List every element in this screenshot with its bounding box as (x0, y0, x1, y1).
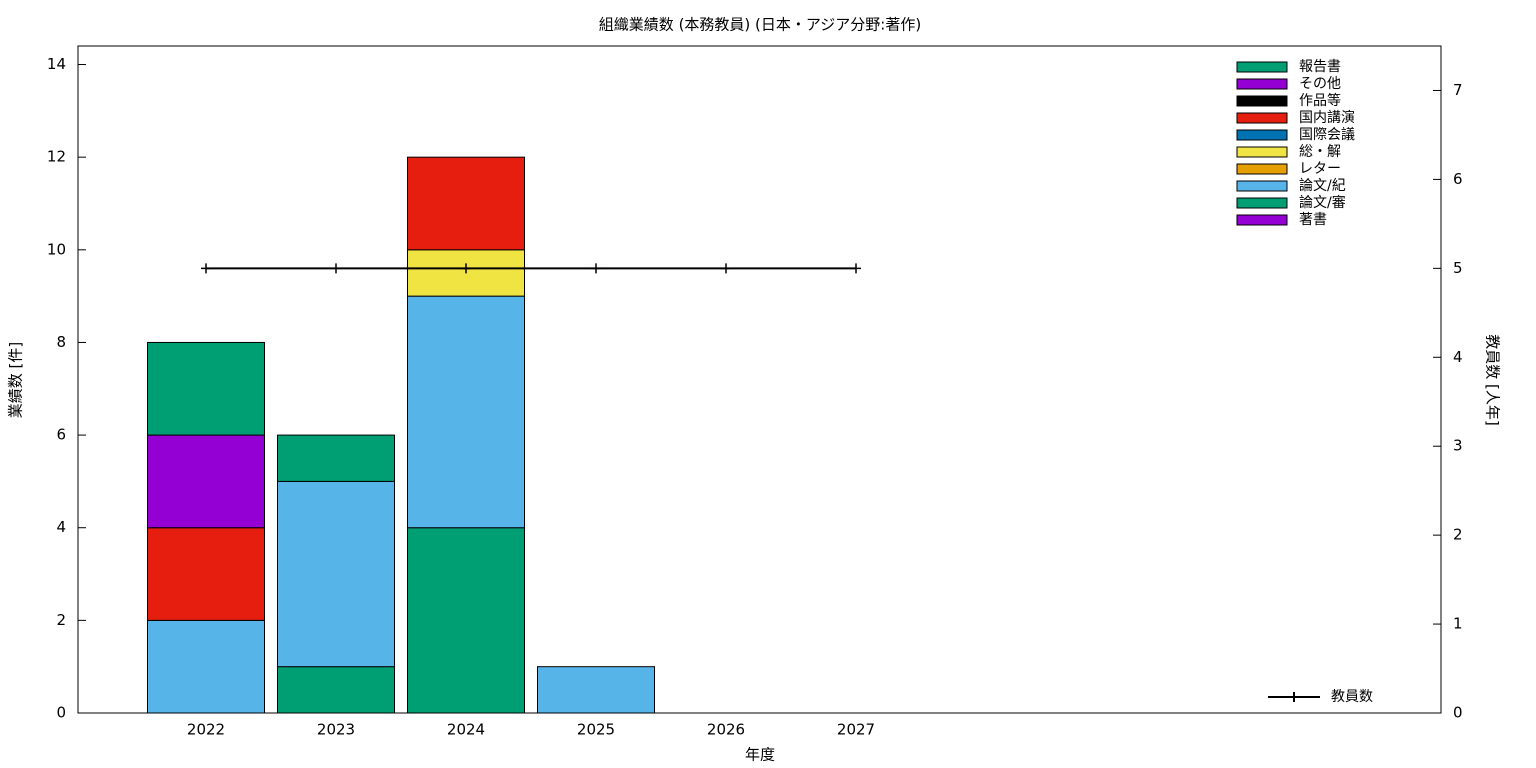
legend-swatch (1236, 129, 1288, 141)
y2-tick-label: 5 (1453, 259, 1463, 277)
bar-segment (277, 480, 395, 668)
point-marker (721, 263, 731, 274)
legend-label: その他 (1299, 76, 1341, 92)
y-tick-label: 12 (47, 148, 66, 166)
legend-swatch (1236, 214, 1288, 226)
legend-label: 報告書 (1299, 59, 1341, 75)
x-tick-label: 2027 (837, 721, 875, 739)
y-tick-label: 4 (56, 518, 66, 536)
legend-label: 著書 (1299, 212, 1327, 228)
y-tick-label: 0 (56, 704, 66, 722)
legend-swatch (1236, 95, 1288, 107)
y2-tick-label: 0 (1453, 704, 1463, 722)
legend-label: 作品等 (1299, 92, 1341, 109)
y2-tick-label: 6 (1453, 170, 1463, 188)
chart-title: 組織業績数 (本務教員) (日本・アジア分野:著作) (599, 16, 921, 34)
legend-label: 国際会議 (1299, 126, 1355, 143)
bar-segment (147, 527, 265, 621)
legend-label: レター (1299, 161, 1341, 177)
y-axis-label: 業績数 [件] (7, 342, 25, 418)
point-marker (201, 263, 211, 274)
y2-tick-label: 7 (1453, 81, 1463, 99)
x-tick-label: 2024 (447, 721, 485, 739)
y2-tick-label: 4 (1453, 348, 1463, 366)
legend-label: 論文/紀 (1299, 178, 1346, 194)
y-tick-label: 6 (56, 426, 66, 444)
bar-segment (407, 156, 525, 251)
legend-swatch (1236, 78, 1288, 90)
legend-swatch (1236, 61, 1288, 73)
bar-segment (277, 434, 395, 482)
bar-segment (147, 341, 265, 436)
x-tick-label: 2026 (707, 721, 745, 739)
bar-segment (277, 666, 395, 714)
y-tick-label: 10 (47, 240, 66, 258)
legend-line (1268, 692, 1320, 702)
point-marker (331, 263, 341, 274)
bar-segment (147, 434, 265, 529)
legend-label: 総・解 (1299, 144, 1341, 160)
bar-segment (147, 619, 265, 714)
legend-swatch (1236, 180, 1288, 192)
point-marker (851, 263, 861, 274)
y-tick-label: 2 (56, 611, 66, 629)
x-tick-label: 2025 (577, 721, 615, 739)
legend-label: 論文/審 (1299, 195, 1346, 211)
legend-label: 教員数 (1331, 689, 1373, 705)
y-tick-label: 14 (47, 55, 66, 73)
y2-tick-label: 1 (1453, 615, 1463, 633)
legend-swatch (1236, 112, 1288, 124)
x-axis-label: 年度 (745, 746, 775, 764)
bar-segment (407, 295, 525, 529)
legend-label: 国内講演 (1299, 110, 1355, 126)
bar-segment (537, 666, 655, 714)
y2-tick-label: 2 (1453, 526, 1463, 544)
point-marker (591, 263, 601, 274)
x-tick-label: 2023 (317, 721, 355, 739)
x-tick-label: 2022 (187, 721, 225, 739)
point-marker (461, 263, 471, 274)
legend-swatch (1236, 146, 1288, 158)
legend-swatch (1236, 197, 1288, 209)
y2-axis-label: 教員数 [人年] (1484, 334, 1502, 425)
plot-frame (77, 45, 1442, 714)
y2-tick-label: 3 (1453, 437, 1463, 455)
y-tick-label: 8 (56, 333, 66, 351)
legend-swatch (1236, 163, 1288, 175)
bar-segment (407, 527, 525, 714)
